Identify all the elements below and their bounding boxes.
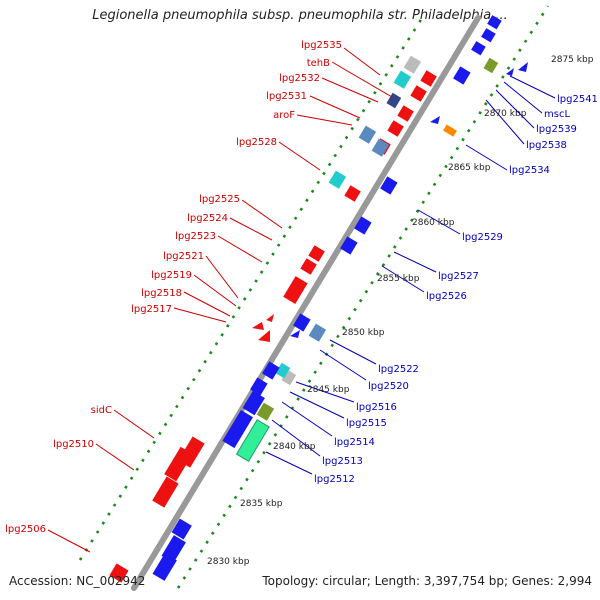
gene-lpg2514[interactable]: [256, 402, 275, 421]
gene-mscL[interactable]: [481, 28, 496, 43]
scale-2850: 2850 kbp: [342, 328, 385, 338]
gene-lpg2506[interactable]: [109, 563, 129, 583]
gene-lpg2531[interactable]: [387, 120, 404, 137]
label-lpg2524: lpg2524: [187, 213, 228, 224]
genome-backbone: [131, 15, 481, 591]
label-lpg2514: lpg2514: [334, 437, 375, 448]
gene-gray-lpg2516[interactable]: [281, 369, 297, 386]
label-lpg2518: lpg2518: [141, 288, 182, 299]
scale-2835: 2835 kbp: [240, 499, 283, 509]
misc-genes: [235, 55, 499, 462]
gene-lpg2520[interactable]: [293, 313, 311, 332]
label-lpg2526: lpg2526: [426, 291, 467, 302]
gene-lpg2509-rev[interactable]: [171, 518, 192, 540]
gene-lpg2512[interactable]: [222, 409, 253, 449]
reverse-strand-genes: [152, 15, 528, 581]
label-lpg2510: lpg2510: [53, 439, 94, 450]
map-title: Legionella pneumophila subsp. pneumophil…: [92, 8, 508, 23]
scale-labels: 2875 kbp 2870 kbp 2865 kbp 2860 kbp 2855…: [207, 55, 594, 567]
label-lpg2528: lpg2528: [236, 137, 277, 148]
accession-text: Accession: NC_002942: [9, 574, 146, 588]
gene-lpg2534[interactable]: [430, 116, 440, 124]
gene-lpg2525[interactable]: [283, 276, 308, 304]
gene-cyan-2528[interactable]: [328, 170, 347, 189]
label-lpg2515: lpg2515: [346, 418, 387, 429]
scale-2870: 2870 kbp: [484, 109, 527, 119]
label-lpg2521: lpg2521: [163, 251, 204, 262]
gene-lpg2541-arrow[interactable]: [518, 62, 528, 72]
left-labels: lpg2535 tehB lpg2532 lpg2531 aroF lpg252…: [5, 40, 393, 553]
left-outer-dot-track: [78, 17, 424, 561]
scale-2845: 2845 kbp: [307, 385, 350, 395]
label-sidC: sidC: [91, 405, 112, 416]
gene-lpg2522-arrow[interactable]: [290, 330, 300, 338]
topology-text: Topology: circular; Length: 3,397,754 bp…: [262, 574, 592, 588]
label-lpg2520: lpg2520: [368, 381, 409, 392]
label-lpg2535: lpg2535: [301, 40, 342, 51]
gene-sidC[interactable]: [152, 476, 179, 508]
gene-lpg2531-b[interactable]: [397, 105, 414, 122]
gene-lpg2532[interactable]: [410, 85, 427, 102]
right-outer-dot-track: [176, 5, 550, 589]
gene-lpg2529[interactable]: [380, 176, 398, 195]
label-lpg2541: lpg2541: [557, 94, 598, 105]
gene-lpg2528[interactable]: [344, 185, 361, 202]
gene-lpg2526[interactable]: [340, 236, 358, 255]
gene-steel-2531[interactable]: [358, 125, 377, 144]
gene-lpg2518[interactable]: [258, 330, 270, 342]
scale-2865: 2865 kbp: [448, 163, 491, 173]
label-lpg2538: lpg2538: [526, 140, 567, 151]
label-lpg2522: lpg2522: [378, 364, 419, 375]
gene-lpg2517[interactable]: [252, 322, 264, 330]
gene-lpg2522[interactable]: [308, 323, 327, 342]
label-lpg2534: lpg2534: [509, 165, 550, 176]
scale-2830: 2830 kbp: [207, 557, 250, 567]
gene-lpg2510-b[interactable]: [178, 436, 205, 468]
label-lpg2531: lpg2531: [266, 91, 307, 102]
label-lpg2527: lpg2527: [438, 271, 479, 282]
label-lpg2529: lpg2529: [462, 232, 503, 243]
gene-tehB[interactable]: [420, 70, 437, 87]
gene-lpg2508-rev[interactable]: [152, 553, 177, 581]
gene-mscL-arrow[interactable]: [506, 68, 514, 76]
gene-lpg2538[interactable]: [453, 66, 471, 85]
gene-lpg2523[interactable]: [308, 245, 325, 262]
label-aroF: aroF: [273, 110, 295, 121]
gene-gray-lpg2535[interactable]: [403, 55, 422, 74]
gene-cyan-lpg2516[interactable]: [275, 362, 291, 379]
gene-steel-aroF[interactable]: [371, 138, 390, 157]
label-lpg2513: lpg2513: [322, 456, 363, 467]
label-lpg2523: lpg2523: [175, 231, 216, 242]
gene-lpg2524[interactable]: [300, 258, 317, 275]
label-lpg2517: lpg2517: [131, 304, 172, 315]
label-lpg2512: lpg2512: [314, 474, 355, 485]
scale-2860: 2860 kbp: [412, 218, 455, 228]
gene-olive-lpg2540[interactable]: [483, 57, 499, 74]
scale-2875: 2875 kbp: [551, 55, 594, 65]
gene-lpg2527[interactable]: [354, 216, 372, 235]
label-mscL: mscL: [544, 109, 570, 120]
gene-lpg2516-rev-b[interactable]: [250, 377, 268, 396]
gene-navy-lpg2532[interactable]: [386, 92, 402, 109]
scale-2840: 2840 kbp: [273, 442, 316, 452]
label-lpg2525: lpg2525: [199, 194, 240, 205]
label-lpg2516: lpg2516: [356, 402, 397, 413]
scale-2855: 2855 kbp: [377, 274, 420, 284]
right-labels: lpg2541 mscL lpg2539 lpg2538 lpg2534 lpg…: [265, 75, 598, 485]
gene-lpg2513[interactable]: [235, 419, 270, 462]
label-tehB: tehB: [307, 58, 330, 69]
gene-lpg2541[interactable]: [487, 15, 502, 30]
gene-lpg2515[interactable]: [242, 390, 265, 416]
gene-lpg2519[interactable]: [266, 314, 274, 322]
label-lpg2532: lpg2532: [279, 73, 320, 84]
label-lpg2506: lpg2506: [5, 524, 46, 535]
label-lpg2519: lpg2519: [151, 270, 192, 281]
gene-lpg2539[interactable]: [471, 41, 486, 56]
gene-cyan-tehB[interactable]: [393, 70, 412, 89]
gene-orange-lpg2535b[interactable]: [443, 124, 457, 137]
gene-lpg2516-rev[interactable]: [262, 361, 280, 380]
label-lpg2539: lpg2539: [536, 124, 577, 135]
